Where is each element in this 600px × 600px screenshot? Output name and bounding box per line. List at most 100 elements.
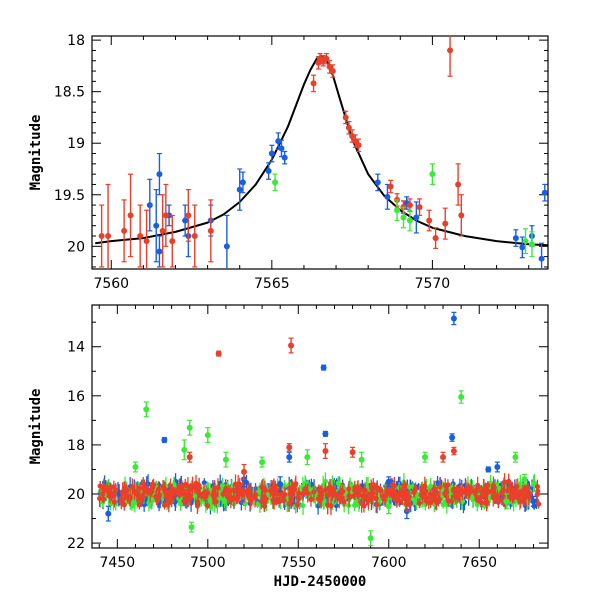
blue-data-point	[449, 434, 456, 441]
baseline-data-point	[508, 488, 514, 494]
red-data-point	[137, 233, 144, 240]
baseline-data-point	[410, 496, 417, 502]
baseline-data-point	[368, 491, 374, 497]
baseline-data-point	[220, 491, 226, 497]
baseline-data-point	[204, 503, 211, 509]
baseline-data-point	[333, 502, 339, 509]
baseline-data-point	[122, 490, 128, 497]
green-data-point	[394, 207, 401, 214]
baseline-data-point	[530, 481, 537, 487]
red-data-point	[310, 80, 317, 87]
baseline-data-point	[104, 488, 111, 494]
baseline-data-point	[134, 492, 141, 498]
red-data-point	[159, 227, 166, 234]
baseline-data-point	[169, 491, 175, 497]
baseline-data-point	[215, 485, 221, 491]
baseline-data-point	[484, 500, 490, 506]
red-data-point	[440, 454, 447, 461]
baseline-data-point	[305, 490, 311, 496]
red-data-point	[288, 342, 295, 349]
plot-area	[97, 311, 542, 547]
baseline-data-point	[374, 501, 380, 508]
baseline-data-point	[341, 499, 347, 505]
green-data-point	[304, 454, 311, 461]
green-data-point	[188, 524, 195, 531]
baseline-data-point	[174, 487, 180, 494]
baseline-data-point	[467, 488, 473, 494]
baseline-data-point	[157, 492, 163, 498]
baseline-data-point	[492, 492, 498, 498]
baseline-data-point	[520, 490, 526, 496]
baseline-data-point	[261, 503, 268, 509]
red-data-point	[432, 235, 439, 242]
red-data-point	[185, 212, 192, 219]
red-data-point	[387, 183, 394, 190]
baseline-data-point	[254, 501, 261, 507]
blue-data-point	[485, 466, 492, 473]
blue-data-point	[153, 222, 160, 229]
y-tick-label: 14	[67, 340, 85, 356]
green-data-point	[259, 459, 266, 466]
red-data-point	[169, 238, 176, 245]
y-tick-label: 20	[67, 487, 85, 503]
baseline-data-point	[233, 494, 240, 501]
baseline-data-point	[362, 487, 368, 493]
baseline-data-point	[535, 488, 541, 494]
blue-data-point	[277, 481, 284, 488]
baseline-data-point	[390, 491, 396, 497]
y-tick-label: 19.5	[54, 188, 85, 204]
red-data-point	[191, 233, 198, 240]
baseline-data-point	[346, 493, 352, 499]
baseline-data-point	[380, 493, 386, 500]
green-data-point	[181, 446, 188, 453]
y-axis-title: Magnitude	[28, 389, 44, 465]
green-data-point	[400, 214, 407, 221]
x-tick-label: 7570	[415, 276, 451, 292]
baseline-data-point	[273, 491, 280, 497]
baseline-data-point	[354, 492, 361, 498]
blue-data-point	[278, 145, 285, 152]
baseline-data-point	[444, 489, 450, 495]
blue-data-point	[286, 454, 293, 461]
x-tick-label: 7450	[100, 555, 136, 571]
green-data-point	[406, 217, 413, 224]
baseline-data-point	[270, 487, 276, 493]
baseline-data-point	[195, 499, 201, 505]
baseline-data-point	[140, 492, 146, 498]
baseline-data-point	[490, 482, 497, 489]
baseline-data-point	[212, 491, 219, 497]
x-tick-label: 7650	[461, 555, 497, 571]
baseline-data-point	[286, 501, 292, 507]
blue-data-point	[161, 437, 168, 443]
red-data-point	[241, 468, 247, 475]
baseline-data-point	[155, 486, 162, 492]
x-tick-label: 7550	[280, 555, 316, 571]
baseline-data-point	[340, 488, 346, 494]
x-tick-label: 7560	[93, 276, 129, 292]
blue-data-point	[156, 248, 163, 255]
blue-data-point	[320, 364, 327, 371]
baseline-data-point	[161, 486, 167, 493]
baseline-data-point	[527, 494, 533, 500]
x-tick-label: 7600	[371, 555, 407, 571]
red-data-point	[406, 202, 413, 209]
x-axis-title: HJD-2450000	[274, 574, 367, 590]
blue-data-point	[322, 430, 329, 437]
red-data-point	[322, 448, 329, 455]
red-data-point	[349, 449, 356, 456]
baseline-data-point	[182, 482, 188, 488]
baseline-data-point	[119, 495, 125, 502]
blue-data-point	[268, 150, 275, 157]
green-data-point	[528, 241, 535, 248]
baseline-data-point	[303, 486, 309, 492]
baseline-data-point	[223, 486, 229, 492]
blue-data-point	[239, 179, 246, 186]
red-data-point	[442, 220, 449, 227]
baseline-data-point	[384, 488, 390, 494]
y-tick-label: 18	[67, 438, 85, 454]
baseline-data-point	[440, 501, 446, 508]
baseline-data-point	[271, 499, 277, 505]
baseline-data-point	[192, 484, 198, 491]
green-data-point	[521, 476, 528, 483]
green-data-point	[503, 498, 510, 505]
